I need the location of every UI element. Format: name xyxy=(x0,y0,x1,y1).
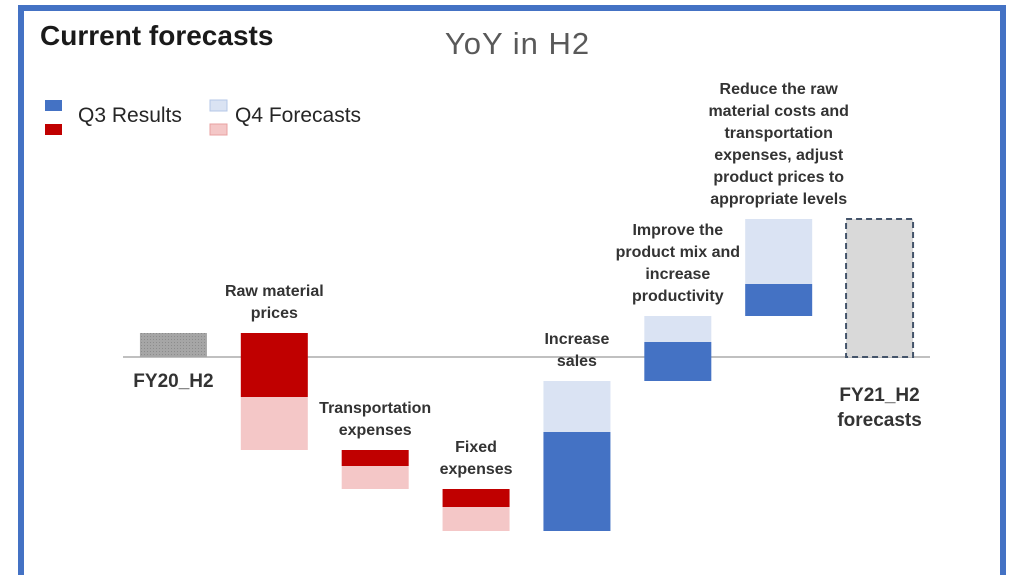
bar-segment xyxy=(442,489,510,507)
legend-swatch xyxy=(209,123,228,136)
category-label: Reduce the raw material costs and transp… xyxy=(708,81,849,208)
bar-segment xyxy=(341,466,409,489)
bar-segment xyxy=(341,450,409,466)
category-label: Increase sales xyxy=(544,331,610,370)
bar-segment xyxy=(644,316,712,342)
category-label: FY21_H2 forecasts xyxy=(837,385,922,431)
category-label: FY20_H2 xyxy=(133,371,214,392)
bar-segment xyxy=(543,432,611,531)
bar-segment xyxy=(644,342,712,381)
legend-swatch xyxy=(45,124,62,135)
title: Current forecasts xyxy=(40,20,274,51)
category-label: Raw material prices xyxy=(224,283,324,322)
legend-label: Q3 Results xyxy=(78,104,182,127)
frame xyxy=(18,5,1006,575)
bar-segment xyxy=(442,507,510,531)
legend-label: Q4 Forecasts xyxy=(235,104,362,127)
category-label: Improve the product mix and increase pro… xyxy=(615,222,741,305)
category-label: Transportation expenses xyxy=(319,400,432,439)
bar-segment xyxy=(543,381,611,432)
bar-segment xyxy=(240,397,308,450)
bar-segment xyxy=(745,219,813,284)
category-label: Fixed expenses xyxy=(439,439,513,478)
bar-segment xyxy=(240,333,308,397)
subtitle: YoY in H2 xyxy=(444,26,591,61)
bar-segment xyxy=(745,284,813,316)
total-bar xyxy=(845,218,915,358)
total-bar xyxy=(139,333,207,357)
legend-swatch xyxy=(209,99,228,112)
legend-swatch xyxy=(45,100,62,111)
